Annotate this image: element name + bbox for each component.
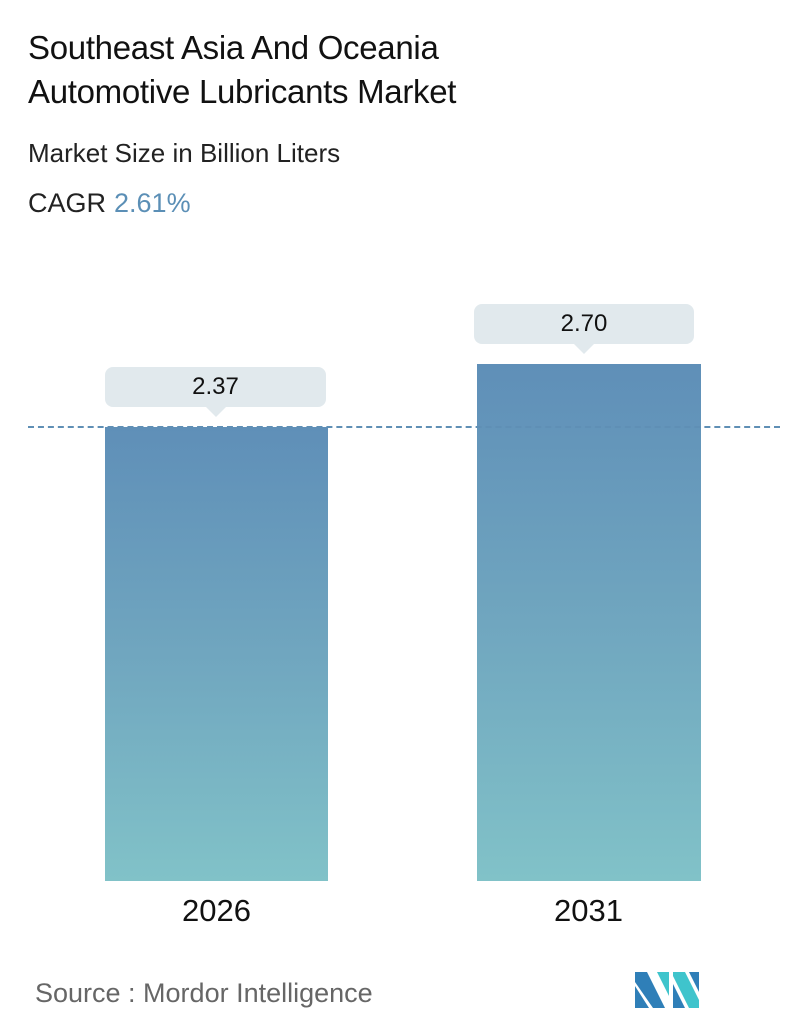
title-line-2: Automotive Lubricants Market xyxy=(28,73,457,110)
title-line-1: Southeast Asia And Oceania xyxy=(28,29,439,66)
value-label-2031: 2.70 xyxy=(474,304,694,354)
bar-2026 xyxy=(105,427,328,881)
mordor-intelligence-logo-icon xyxy=(635,972,699,1008)
reference-dashed-line xyxy=(28,426,780,428)
cagr-value: 2.61% xyxy=(114,188,191,218)
source-text: Source : Mordor Intelligence xyxy=(35,978,373,1008)
value-2026: 2.37 xyxy=(192,373,239,400)
cagr: CAGR 2.61% xyxy=(28,188,191,219)
chart-subtitle: Market Size in Billion Liters xyxy=(28,138,341,168)
value-2031: 2.70 xyxy=(560,310,608,337)
bar-2031 xyxy=(477,364,701,881)
cagr-label: CAGR xyxy=(28,188,107,218)
value-label-2026: 2.37 xyxy=(105,367,326,417)
x-tick-2026: 2026 xyxy=(182,893,251,928)
chart-title: Southeast Asia And Oceania Automotive Lu… xyxy=(28,26,456,114)
x-tick-2031: 2031 xyxy=(554,893,623,928)
